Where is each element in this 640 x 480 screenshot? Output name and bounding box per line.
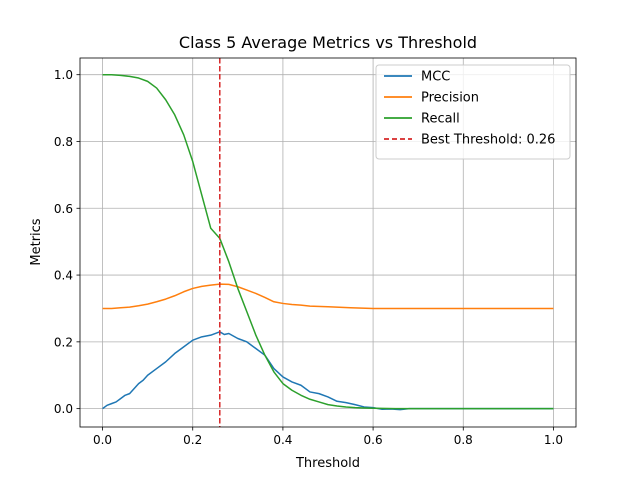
legend: MCC Precision Recall Best Threshold: 0.26 [375,64,571,160]
legend-box [375,64,571,160]
y-tick-label: 1.0 [54,68,73,82]
plot-area: 0.0 0.2 0.4 0.6 0.8 1.0 0.0 0.2 0.4 0.6 0.8 1.0 MCC P… [54,57,577,447]
legend-label: Best Threshold: 0.26 [421,133,555,148]
y-tick-label: 0.4 [54,269,73,283]
series-line-mcc [102,331,554,411]
legend-label: Precision [421,91,479,106]
legend-label: Recall [421,112,460,127]
y-tick-label: 0.6 [54,202,73,216]
y-axis-label: Metrics [29,218,44,265]
x-tick-label: 0.4 [273,433,292,447]
x-axis-label: Threshold [295,456,360,471]
x-tick-label: 0.8 [454,433,473,447]
y-tick-label: 0.0 [54,402,73,416]
x-tick-label: 0.2 [183,433,202,447]
x-tick-label: 0.6 [364,433,383,447]
x-tick-label: 1.0 [544,433,563,447]
legend-label: MCC [421,70,450,85]
series-line-recall [102,73,554,410]
y-tick-label: 0.2 [54,335,73,349]
x-tick-label: 0.0 [93,433,112,447]
chart-title: Class 5 Average Metrics vs Threshold [179,33,477,52]
y-tick-label: 0.8 [54,135,73,149]
axes-frame [79,57,577,428]
